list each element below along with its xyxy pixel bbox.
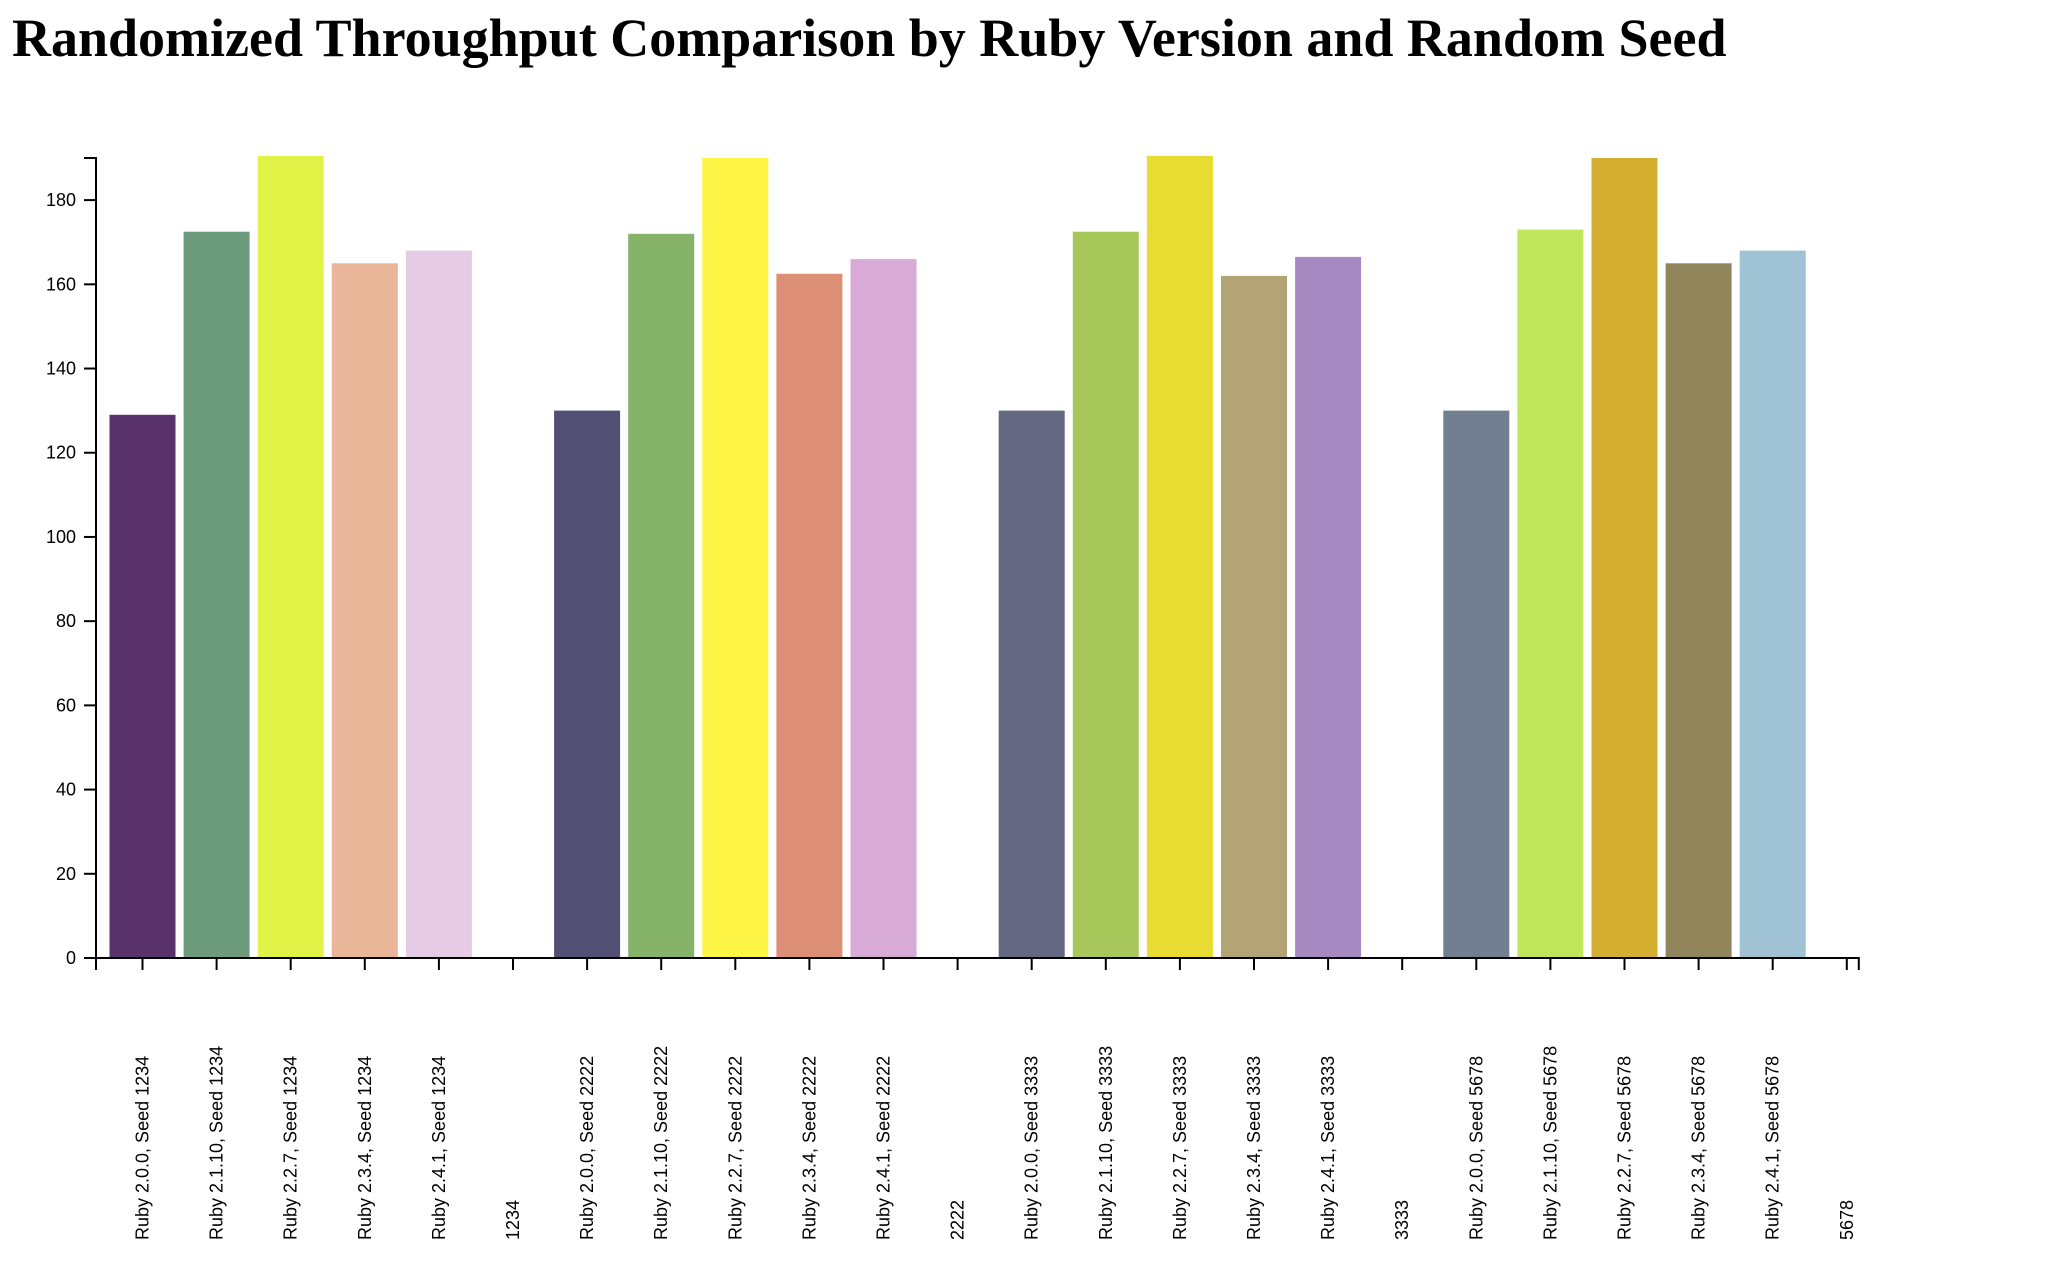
x-tick-label: 2222 [948,1200,968,1240]
y-axis-line [84,157,97,959]
bar [1739,250,1806,959]
bar [1146,155,1213,958]
bar [702,158,769,958]
bar [1221,275,1287,958]
bars-layer [109,155,1806,959]
x-tick-label: Ruby 2.3.4, Seed 1234 [355,1056,375,1240]
bar [257,155,324,958]
y-tick-label: 180 [46,190,76,210]
x-tick-label: Ruby 2.0.0, Seed 5678 [1466,1056,1486,1240]
bar [1517,229,1584,959]
bar [183,231,250,958]
x-tick-label: Ruby 2.4.1, Seed 2222 [874,1056,894,1240]
x-tick-label: 3333 [1392,1200,1412,1240]
y-tick-label: 120 [46,443,76,463]
bar [1072,231,1139,958]
bar [109,414,176,958]
x-tick-label: 1234 [503,1200,523,1240]
y-tick-label: 60 [56,695,76,715]
x-tick-label: Ruby 2.2.7, Seed 2222 [725,1056,745,1240]
x-tick-label: Ruby 2.1.10, Seed 5678 [1540,1046,1560,1240]
x-tick-label: Ruby 2.0.0, Seed 1234 [133,1056,153,1240]
y-tick-label: 140 [46,359,76,379]
bar [554,410,621,959]
x-axis: Ruby 2.0.0, Seed 1234 Ruby 2.1.10, Seed 1… [95,957,1860,1240]
x-tick-label: Ruby 2.2.7, Seed 5678 [1615,1056,1635,1240]
x-tick-label: 5678 [1837,1200,1857,1240]
chart-title: Randomized Throughput Comparison by Ruby… [12,8,1727,68]
x-tick-label: Ruby 2.3.4, Seed 3333 [1244,1056,1264,1240]
bar [1443,410,1510,959]
y-tick-label: 100 [46,527,76,547]
bar [1295,256,1362,958]
x-tick-label: Ruby 2.0.0, Seed 2222 [577,1056,597,1240]
bar [850,259,917,959]
x-tick-label: Ruby 2.0.0, Seed 3333 [1022,1056,1042,1240]
bar [1665,263,1732,958]
x-tick-label: Ruby 2.4.1, Seed 5678 [1763,1056,1783,1240]
x-tick-label: Ruby 2.4.1, Seed 3333 [1318,1056,1338,1240]
x-tick-label: Ruby 2.1.10, Seed 3333 [1096,1046,1116,1240]
y-tick-label: 80 [56,611,76,631]
y-tick-label: 20 [56,864,76,884]
x-tick-label: Ruby 2.1.10, Seed 2222 [651,1046,671,1240]
x-tick-label: Ruby 2.2.7, Seed 1234 [281,1056,301,1240]
bar [776,273,843,958]
bar [1591,158,1658,958]
bar [331,263,398,958]
y-tick-label: 40 [56,780,76,800]
x-axis-line [95,957,1860,970]
x-tick-label: Ruby 2.4.1, Seed 1234 [429,1056,449,1240]
bar [405,250,472,959]
x-tick-label: Ruby 2.2.7, Seed 3333 [1170,1056,1190,1240]
x-tick-label: Ruby 2.3.4, Seed 5678 [1689,1056,1709,1240]
x-tick-label: Ruby 2.1.10, Seed 1234 [207,1046,227,1240]
bar [998,410,1065,959]
x-tick-label: Ruby 2.3.4, Seed 2222 [799,1056,819,1240]
y-tick-label: 160 [46,274,76,294]
y-axis: 0 20 40 60 80 100 120 140 160 180 [46,157,97,968]
bar [628,233,695,959]
y-tick-label: 0 [66,948,76,968]
